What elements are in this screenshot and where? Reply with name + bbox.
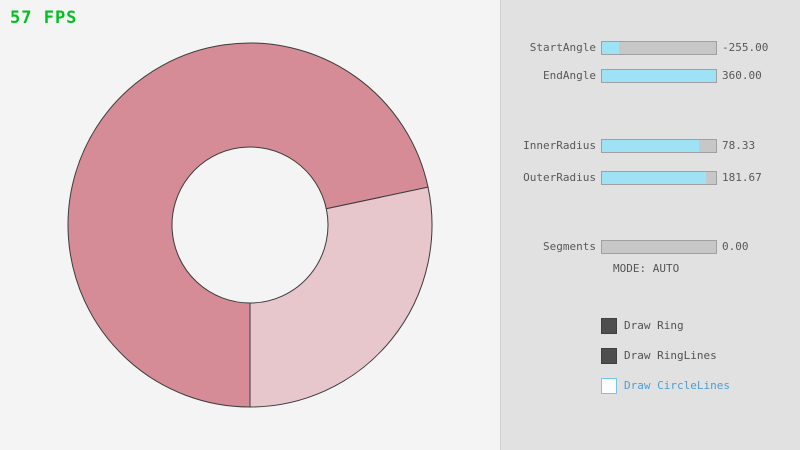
outer-radius-label: OuterRadius (523, 171, 596, 184)
segments-label: Segments (543, 240, 596, 253)
checkbox-row-draw-ring-lines: Draw RingLines (601, 348, 800, 364)
draw-circle-lines-label: Draw CircleLines (624, 379, 730, 392)
draw-circle-lines-checkbox[interactable] (601, 378, 617, 394)
draw-ring-label: Draw Ring (624, 319, 684, 332)
ring-segment-light (249, 186, 433, 408)
end-angle-slider-fill (602, 70, 716, 82)
outer-radius-slider-fill (602, 172, 706, 184)
donut-ring-chart (67, 42, 433, 408)
inner-radius-label: InnerRadius (523, 139, 596, 152)
draw-ring-lines-checkbox[interactable] (601, 348, 617, 364)
ring-segment-dark (67, 42, 429, 408)
slider-row-segments: Segments 0.00 (501, 240, 800, 254)
render-canvas: 57 FPS (10, 8, 433, 408)
draw-ring-checkbox[interactable] (601, 318, 617, 334)
outer-radius-value: 181.67 (722, 171, 762, 184)
outer-radius-slider[interactable] (601, 171, 717, 185)
segments-mode-label: MODE: AUTO (613, 262, 680, 275)
draw-ring-lines-label: Draw RingLines (624, 349, 717, 362)
start-angle-value: -255.00 (722, 41, 769, 54)
slider-row-inner-radius: InnerRadius 78.33 (501, 139, 800, 153)
end-angle-label: EndAngle (543, 69, 596, 82)
control-panel: StartAngle -255.00 EndAngle 360.00 InnerRadi… (500, 0, 800, 450)
fps-counter: 57 FPS (10, 8, 78, 28)
inner-radius-slider[interactable] (601, 139, 717, 153)
start-angle-slider-fill (602, 42, 620, 54)
start-angle-slider[interactable] (601, 41, 717, 55)
inner-radius-value: 78.33 (722, 139, 756, 152)
slider-row-start-angle: StartAngle -255.00 (501, 41, 800, 55)
end-angle-value: 360.00 (722, 69, 762, 82)
segments-slider[interactable] (601, 240, 717, 254)
segments-value: 0.00 (722, 240, 749, 253)
checkbox-row-draw-ring: Draw Ring (601, 318, 800, 334)
start-angle-label: StartAngle (529, 41, 596, 54)
checkbox-row-draw-circle-lines: Draw CircleLines (601, 378, 800, 394)
slider-row-end-angle: EndAngle 360.00 (501, 69, 800, 83)
slider-row-outer-radius: OuterRadius 181.67 (501, 171, 800, 185)
inner-radius-slider-fill (602, 140, 699, 152)
end-angle-slider[interactable] (601, 69, 717, 83)
